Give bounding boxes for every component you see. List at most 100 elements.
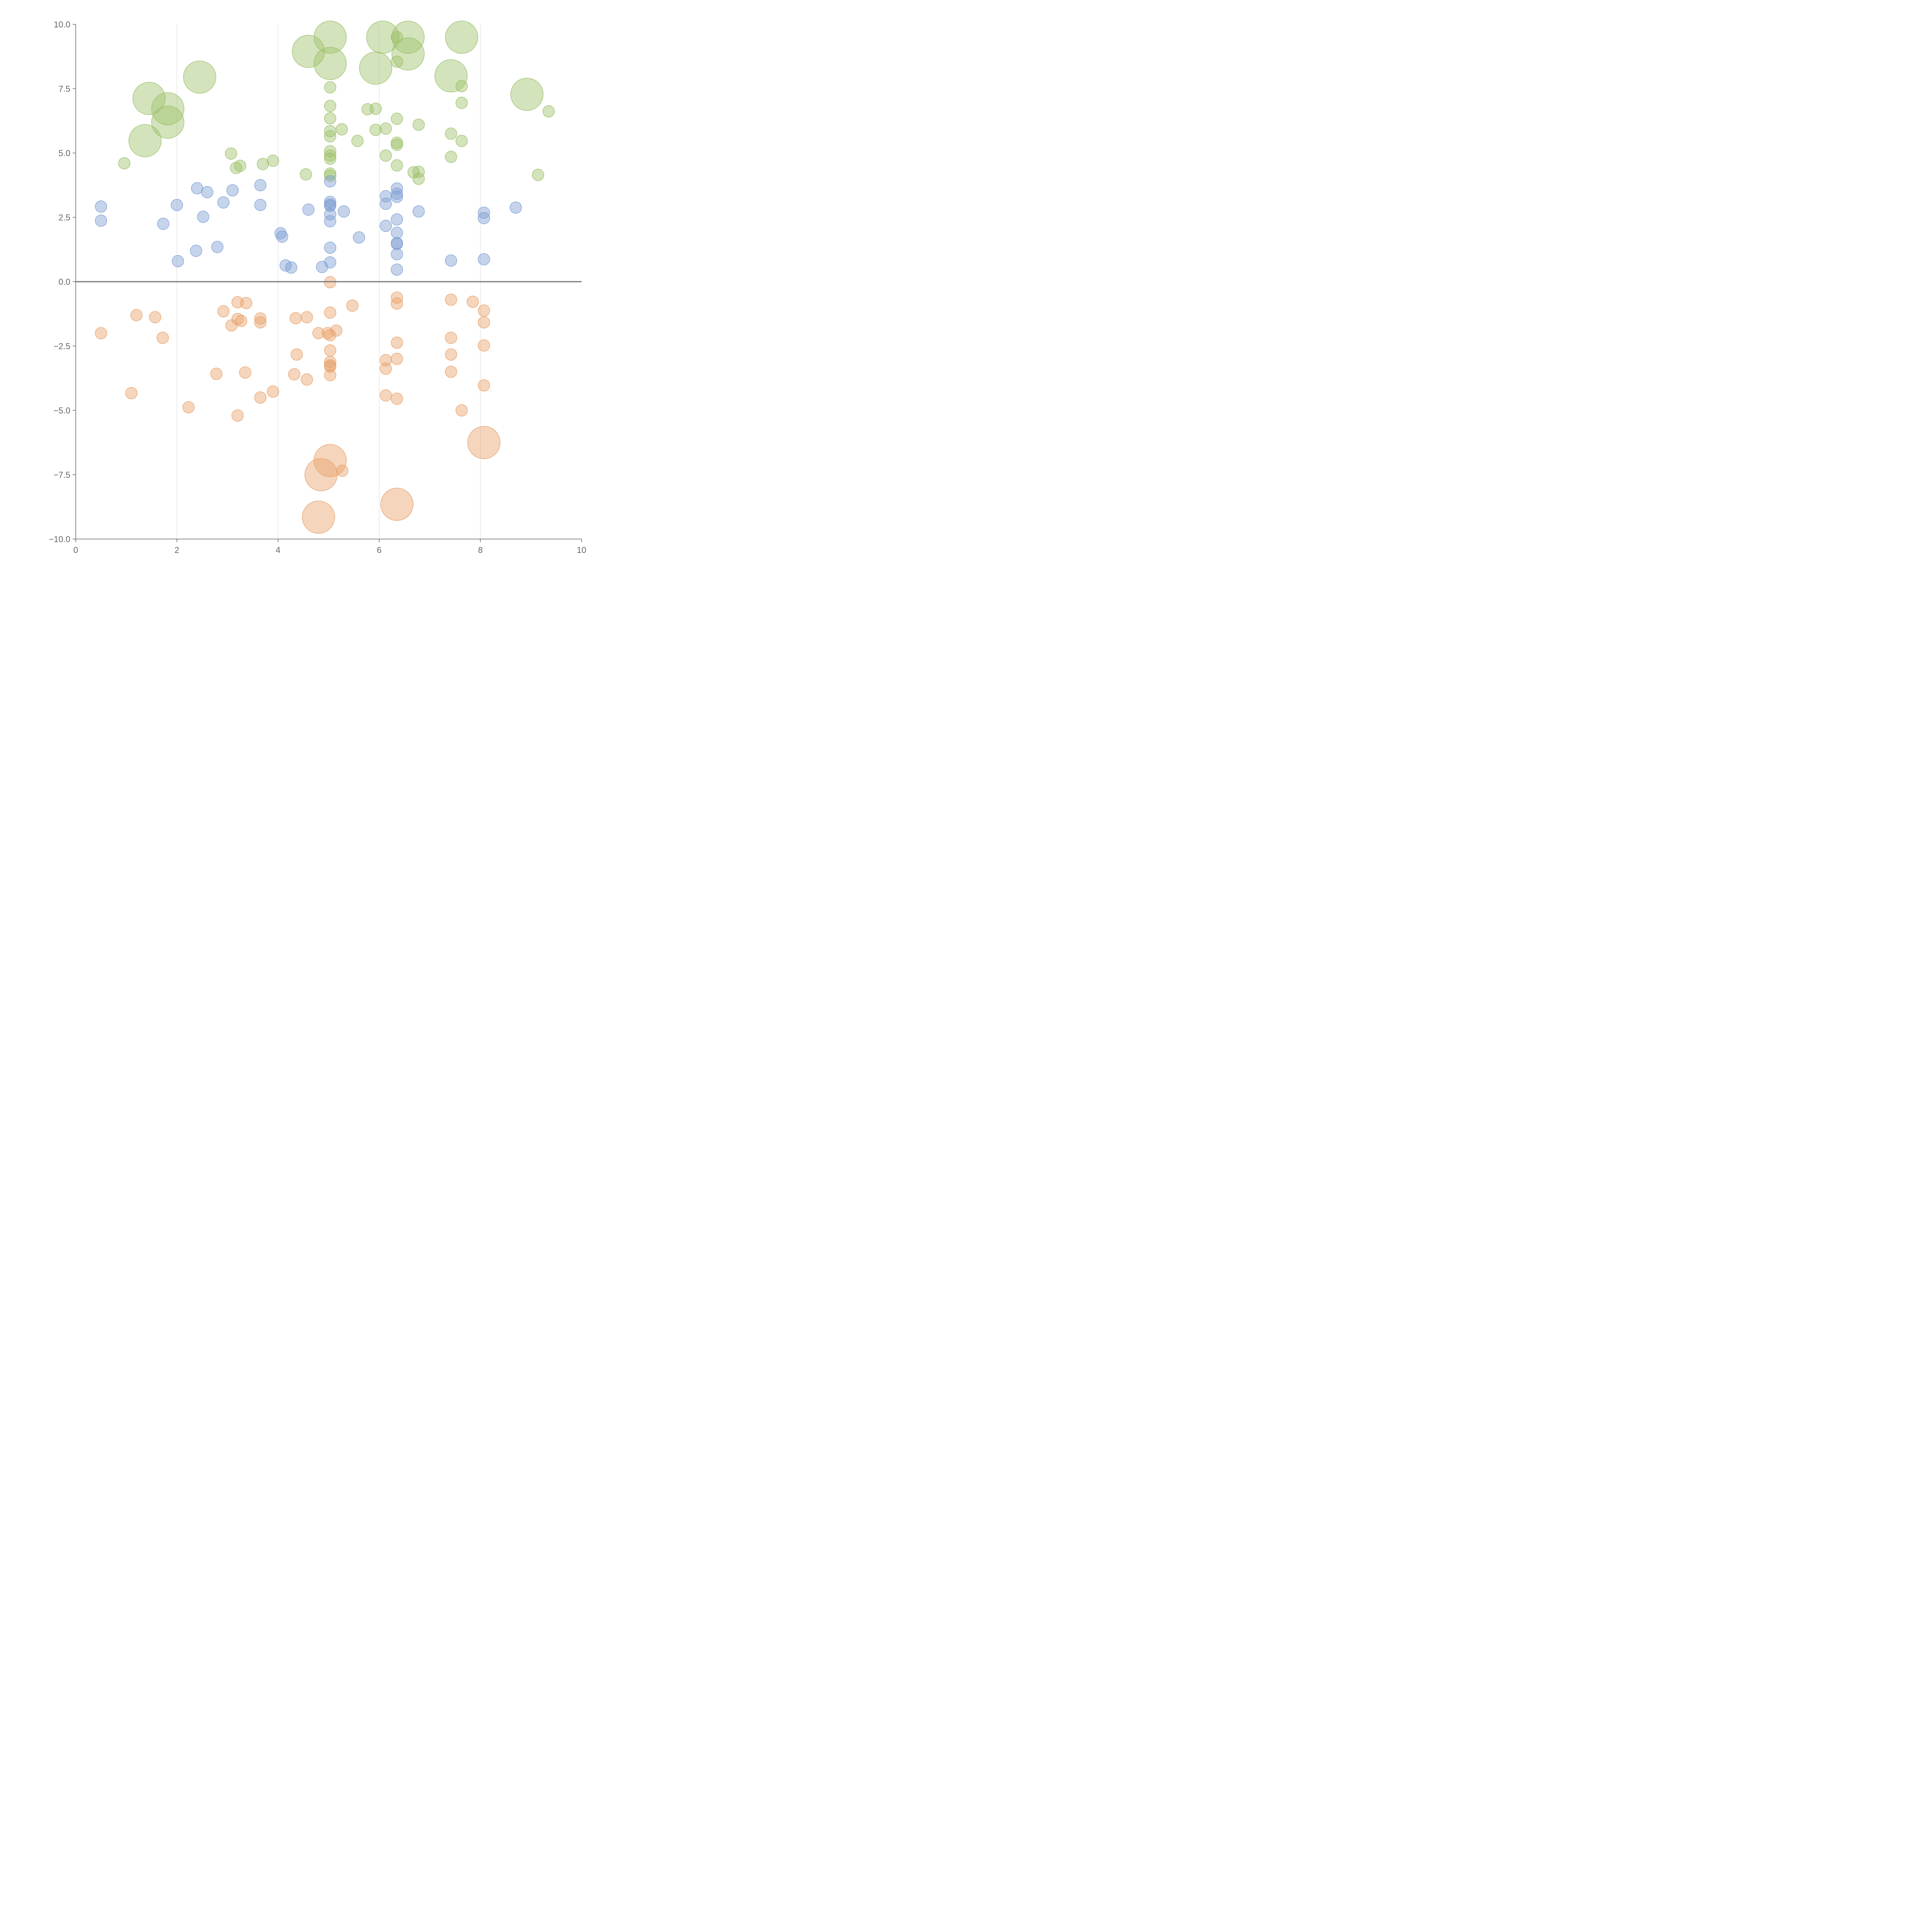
- orange-bubble: [240, 297, 252, 310]
- blue-bubble: [445, 254, 457, 267]
- orange-bubble: [235, 315, 247, 327]
- orange-bubble: [149, 311, 162, 323]
- blue-bubble: [391, 190, 403, 203]
- green-bubble: [324, 112, 337, 124]
- blue-bubble: [478, 206, 490, 219]
- green-bubble: [391, 112, 403, 125]
- x-tick-label: 6: [377, 545, 381, 555]
- green-bubble: [183, 60, 216, 94]
- orange-bubble: [291, 348, 303, 361]
- blue-bubble: [391, 263, 403, 276]
- orange-bubble: [324, 356, 337, 368]
- blue-bubble: [217, 196, 230, 209]
- green-bubble: [379, 149, 392, 162]
- green-bubble: [391, 20, 425, 54]
- orange-bubble: [312, 327, 325, 339]
- orange-bubble: [182, 401, 195, 413]
- green-bubble: [391, 37, 425, 71]
- orange-bubble: [130, 309, 143, 321]
- blue-bubble: [478, 253, 490, 265]
- orange-bubble: [379, 389, 392, 402]
- green-bubble: [133, 82, 166, 115]
- blue-bubble: [324, 208, 337, 221]
- orange-bubble: [324, 306, 337, 319]
- blue-bubble: [274, 227, 287, 240]
- green-bubble: [324, 81, 337, 94]
- orange-bubble: [391, 297, 403, 310]
- x-tick-label: 0: [73, 545, 78, 555]
- orange-bubble: [445, 366, 457, 378]
- green-bubble: [369, 124, 382, 136]
- green-bubble: [359, 51, 392, 85]
- green-bubble: [445, 151, 457, 163]
- orange-bubble: [380, 488, 413, 521]
- orange-bubble: [324, 369, 337, 381]
- y-tick-label: 5.0: [58, 148, 70, 158]
- blue-bubble: [157, 218, 170, 230]
- blue-bubble: [190, 245, 202, 257]
- orange-bubble: [210, 367, 223, 380]
- green-bubble: [391, 55, 403, 68]
- green-bubble: [543, 105, 555, 117]
- blue-bubble: [391, 226, 403, 239]
- orange-bubble: [301, 373, 313, 386]
- green-bubble: [445, 20, 478, 54]
- blue-bubble: [324, 199, 337, 212]
- blue-bubble: [379, 197, 392, 210]
- green-bubble: [391, 138, 403, 151]
- orange-bubble: [330, 324, 342, 337]
- green-bubble: [118, 157, 131, 170]
- green-bubble: [407, 166, 420, 179]
- green-bubble: [351, 134, 364, 147]
- blue-bubble: [211, 241, 224, 253]
- y-tick-label: −7.5: [54, 470, 70, 480]
- orange-bubble: [466, 296, 479, 308]
- orange-bubble: [445, 293, 457, 306]
- green-bubble: [445, 128, 457, 140]
- orange-bubble: [254, 312, 267, 325]
- orange-bubble: [379, 362, 392, 375]
- green-bubble: [313, 47, 347, 80]
- ticks: 0 2 4 6 8 10 10.0 7.5 5.0 2.5 0.0 −2.5 −5.0 −7.5 −10.0: [49, 20, 586, 555]
- orange-bubble: [445, 332, 457, 344]
- green-bubble: [257, 158, 269, 170]
- blue-bubble: [302, 203, 315, 216]
- green-bubble: [151, 105, 184, 139]
- orange-bubble: [231, 313, 244, 325]
- green-bubble: [391, 159, 403, 172]
- orange-bubble: [346, 299, 359, 312]
- blue-bubble: [201, 186, 214, 198]
- blue-bubble: [324, 256, 337, 269]
- green-bubble: [510, 78, 544, 111]
- orange-bubble: [217, 305, 230, 318]
- green-bubble: [369, 102, 382, 115]
- x-tick-label: 2: [175, 545, 179, 555]
- green-bubble: [267, 155, 279, 167]
- blue-bubble: [197, 211, 209, 223]
- y-tick-label: 10.0: [54, 20, 70, 29]
- blue-bubble: [324, 175, 337, 188]
- blue-bubble: [391, 238, 403, 250]
- orange-bubble: [239, 366, 252, 379]
- green-bubble: [225, 147, 237, 160]
- blue-bubble: [171, 199, 183, 211]
- green-bubble: [128, 124, 162, 157]
- orange-bubble: [379, 354, 392, 366]
- green-bubble: [324, 145, 337, 158]
- blue-bubble: [172, 255, 184, 267]
- orange-bubble: [156, 332, 169, 344]
- green-bubble: [324, 125, 337, 138]
- green-bubble: [456, 80, 468, 92]
- orange-bubble: [324, 329, 337, 342]
- blue-bubble: [510, 201, 522, 214]
- orange-bubble: [95, 327, 107, 339]
- blue-bubble: [478, 212, 490, 224]
- blue-bubble: [316, 261, 328, 273]
- green-bubble: [324, 152, 337, 165]
- orange-bubble: [467, 426, 501, 459]
- orange-bubble: [324, 361, 337, 373]
- orange-bubble: [254, 316, 267, 328]
- orange-bubble: [478, 304, 490, 317]
- green-bubble: [532, 168, 544, 181]
- bubble-chart: 0 2 4 6 8 10 10.0 7.5 5.0 2.5 0.0 −2.5 −5.0 −7.5 −10.0: [49, 20, 586, 555]
